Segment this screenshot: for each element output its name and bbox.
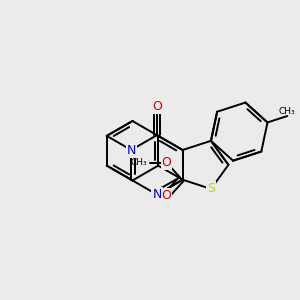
Text: O: O <box>162 189 172 202</box>
Text: N: N <box>127 143 136 157</box>
Text: N: N <box>152 188 162 201</box>
Text: CH₃: CH₃ <box>279 107 296 116</box>
Text: S: S <box>207 182 215 195</box>
Text: O: O <box>162 156 172 169</box>
Text: O: O <box>152 100 162 113</box>
Text: CH₃: CH₃ <box>130 158 147 167</box>
